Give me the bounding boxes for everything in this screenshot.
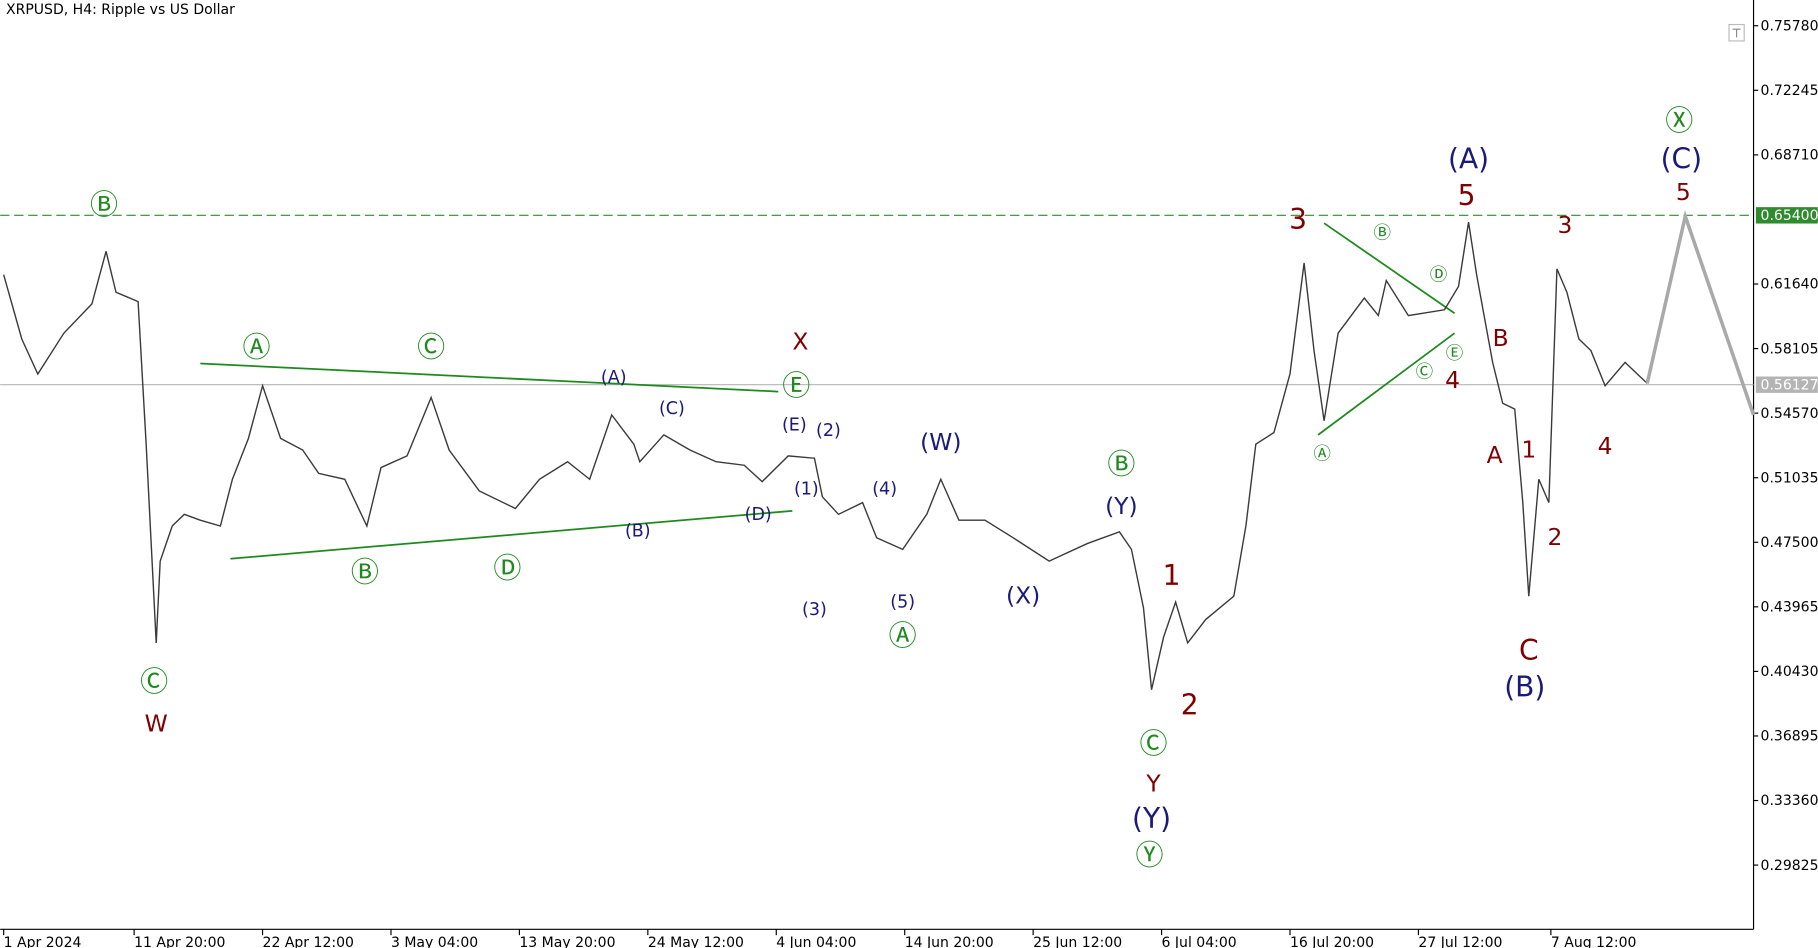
y-tick-label: 0.29825 <box>1761 858 1818 874</box>
wave-label: (B) <box>1504 670 1545 703</box>
wave-label: (4) <box>872 479 897 499</box>
x-tick-label: 16 Jul 20:00 <box>1290 935 1374 948</box>
wave-label: 2 <box>1181 689 1199 722</box>
x-tick-label: 6 Jul 04:00 <box>1162 935 1237 948</box>
wave-label: Ⓐ <box>889 619 917 652</box>
wave-label: (B) <box>625 521 651 541</box>
x-tick-label: 25 Jun 12:00 <box>1033 935 1122 948</box>
wave-label: (Y) <box>1132 802 1171 835</box>
chart-title: XRPUSD, H4: Ripple vs US Dollar <box>6 2 235 18</box>
x-tick-label: 27 Jul 12:00 <box>1418 935 1502 948</box>
y-tick-label: 0.40430 <box>1761 664 1818 680</box>
wave-label: Ⓒ <box>417 331 445 364</box>
wave-label: 1 <box>1163 559 1181 592</box>
trendline <box>1317 332 1456 436</box>
wave-label: (2) <box>816 421 841 441</box>
x-tick-label: 1 Apr 2024 <box>4 935 82 948</box>
wave-label: (C) <box>659 399 685 419</box>
wave-label: (D) <box>745 505 772 525</box>
wave-label: Ⓒ <box>1140 727 1168 760</box>
price-tag <box>1755 376 1818 393</box>
wave-label: B <box>1493 324 1509 352</box>
wave-label: (Y) <box>1105 492 1138 520</box>
wave-label: Ⓑ <box>90 188 118 221</box>
x-tick-label: 22 Apr 12:00 <box>263 935 354 948</box>
y-tick-label: 0.58105 <box>1761 341 1818 357</box>
y-tick-label: 0.75780 <box>1761 18 1818 34</box>
wave-label: (5) <box>890 593 915 613</box>
wave-label: C <box>1519 634 1539 667</box>
wave-label: (W) <box>920 428 961 456</box>
wave-label: W <box>145 709 168 737</box>
wave-label: Ⓔ <box>1446 344 1464 364</box>
wave-label: 4 <box>1445 366 1460 394</box>
wave-label: (C) <box>1661 143 1702 176</box>
x-tick-label: 24 May 12:00 <box>648 935 744 948</box>
y-tick-label: 0.36895 <box>1761 729 1818 745</box>
y-tick-label: 0.54570 <box>1761 406 1818 422</box>
wave-label: Ⓑ <box>351 555 379 588</box>
wave-label: (E) <box>782 415 807 435</box>
trendline <box>230 509 793 560</box>
wave-label: Ⓧ <box>1665 104 1693 137</box>
y-tick-label: 0.68710 <box>1761 148 1818 164</box>
price-tag-label: 0.56127 <box>1761 377 1818 393</box>
wave-label: 4 <box>1598 432 1613 460</box>
price-line <box>2 221 1648 690</box>
price-line <box>1645 209 1756 416</box>
wave-label: Ⓨ <box>1135 838 1163 871</box>
trendline <box>200 362 779 393</box>
wave-label: Ⓔ <box>782 369 810 402</box>
wave-label: (A) <box>601 368 627 388</box>
price-tag-label: 0.65400 <box>1761 208 1818 224</box>
wave-label: (A) <box>1448 143 1489 176</box>
y-tick-label: 0.51035 <box>1761 470 1818 486</box>
wave-label: 5 <box>1458 179 1476 212</box>
wave-label: Ⓐ <box>1313 445 1331 465</box>
wave-label: 2 <box>1547 523 1562 551</box>
wave-label: Ⓓ <box>1430 266 1448 286</box>
trendline <box>1323 222 1456 314</box>
wave-label: (X) <box>1006 582 1040 610</box>
x-tick-label: 14 Jun 20:00 <box>905 935 994 948</box>
wave-label: Ⓓ <box>493 552 521 585</box>
y-tick-label: 0.72245 <box>1761 83 1818 99</box>
wave-label: (3) <box>802 600 827 620</box>
y-tick-label: 0.47500 <box>1761 535 1818 551</box>
x-tick-label: 3 May 04:00 <box>391 935 478 948</box>
wave-label: Ⓐ <box>242 331 270 364</box>
x-tick-label: 4 Jun 04:00 <box>776 935 856 948</box>
wave-label: 5 <box>1676 178 1691 206</box>
wave-label: (1) <box>794 479 819 499</box>
wave-label: A <box>1487 441 1503 469</box>
wave-label: Ⓑ <box>1374 224 1392 244</box>
wave-label: Ⓑ <box>1107 448 1135 481</box>
x-tick-label: 13 May 20:00 <box>519 935 615 948</box>
x-tick-label: 7 Aug 12:00 <box>1551 935 1637 948</box>
wave-label: Ⓒ <box>140 665 168 698</box>
wave-label: 3 <box>1557 211 1572 239</box>
price-tag <box>1755 207 1818 224</box>
y-tick-label: 0.43965 <box>1761 600 1818 616</box>
wave-label: 1 <box>1521 435 1536 463</box>
trade-button-icon <box>1732 28 1741 38</box>
wave-label: 3 <box>1289 203 1307 236</box>
y-tick-label: 0.33360 <box>1761 793 1818 809</box>
y-tick-label: 0.61640 <box>1761 277 1818 293</box>
wave-label: Y <box>1145 770 1161 798</box>
x-tick-label: 11 Apr 20:00 <box>134 935 225 948</box>
wave-label: X <box>792 328 808 356</box>
wave-label: Ⓒ <box>1416 362 1434 382</box>
